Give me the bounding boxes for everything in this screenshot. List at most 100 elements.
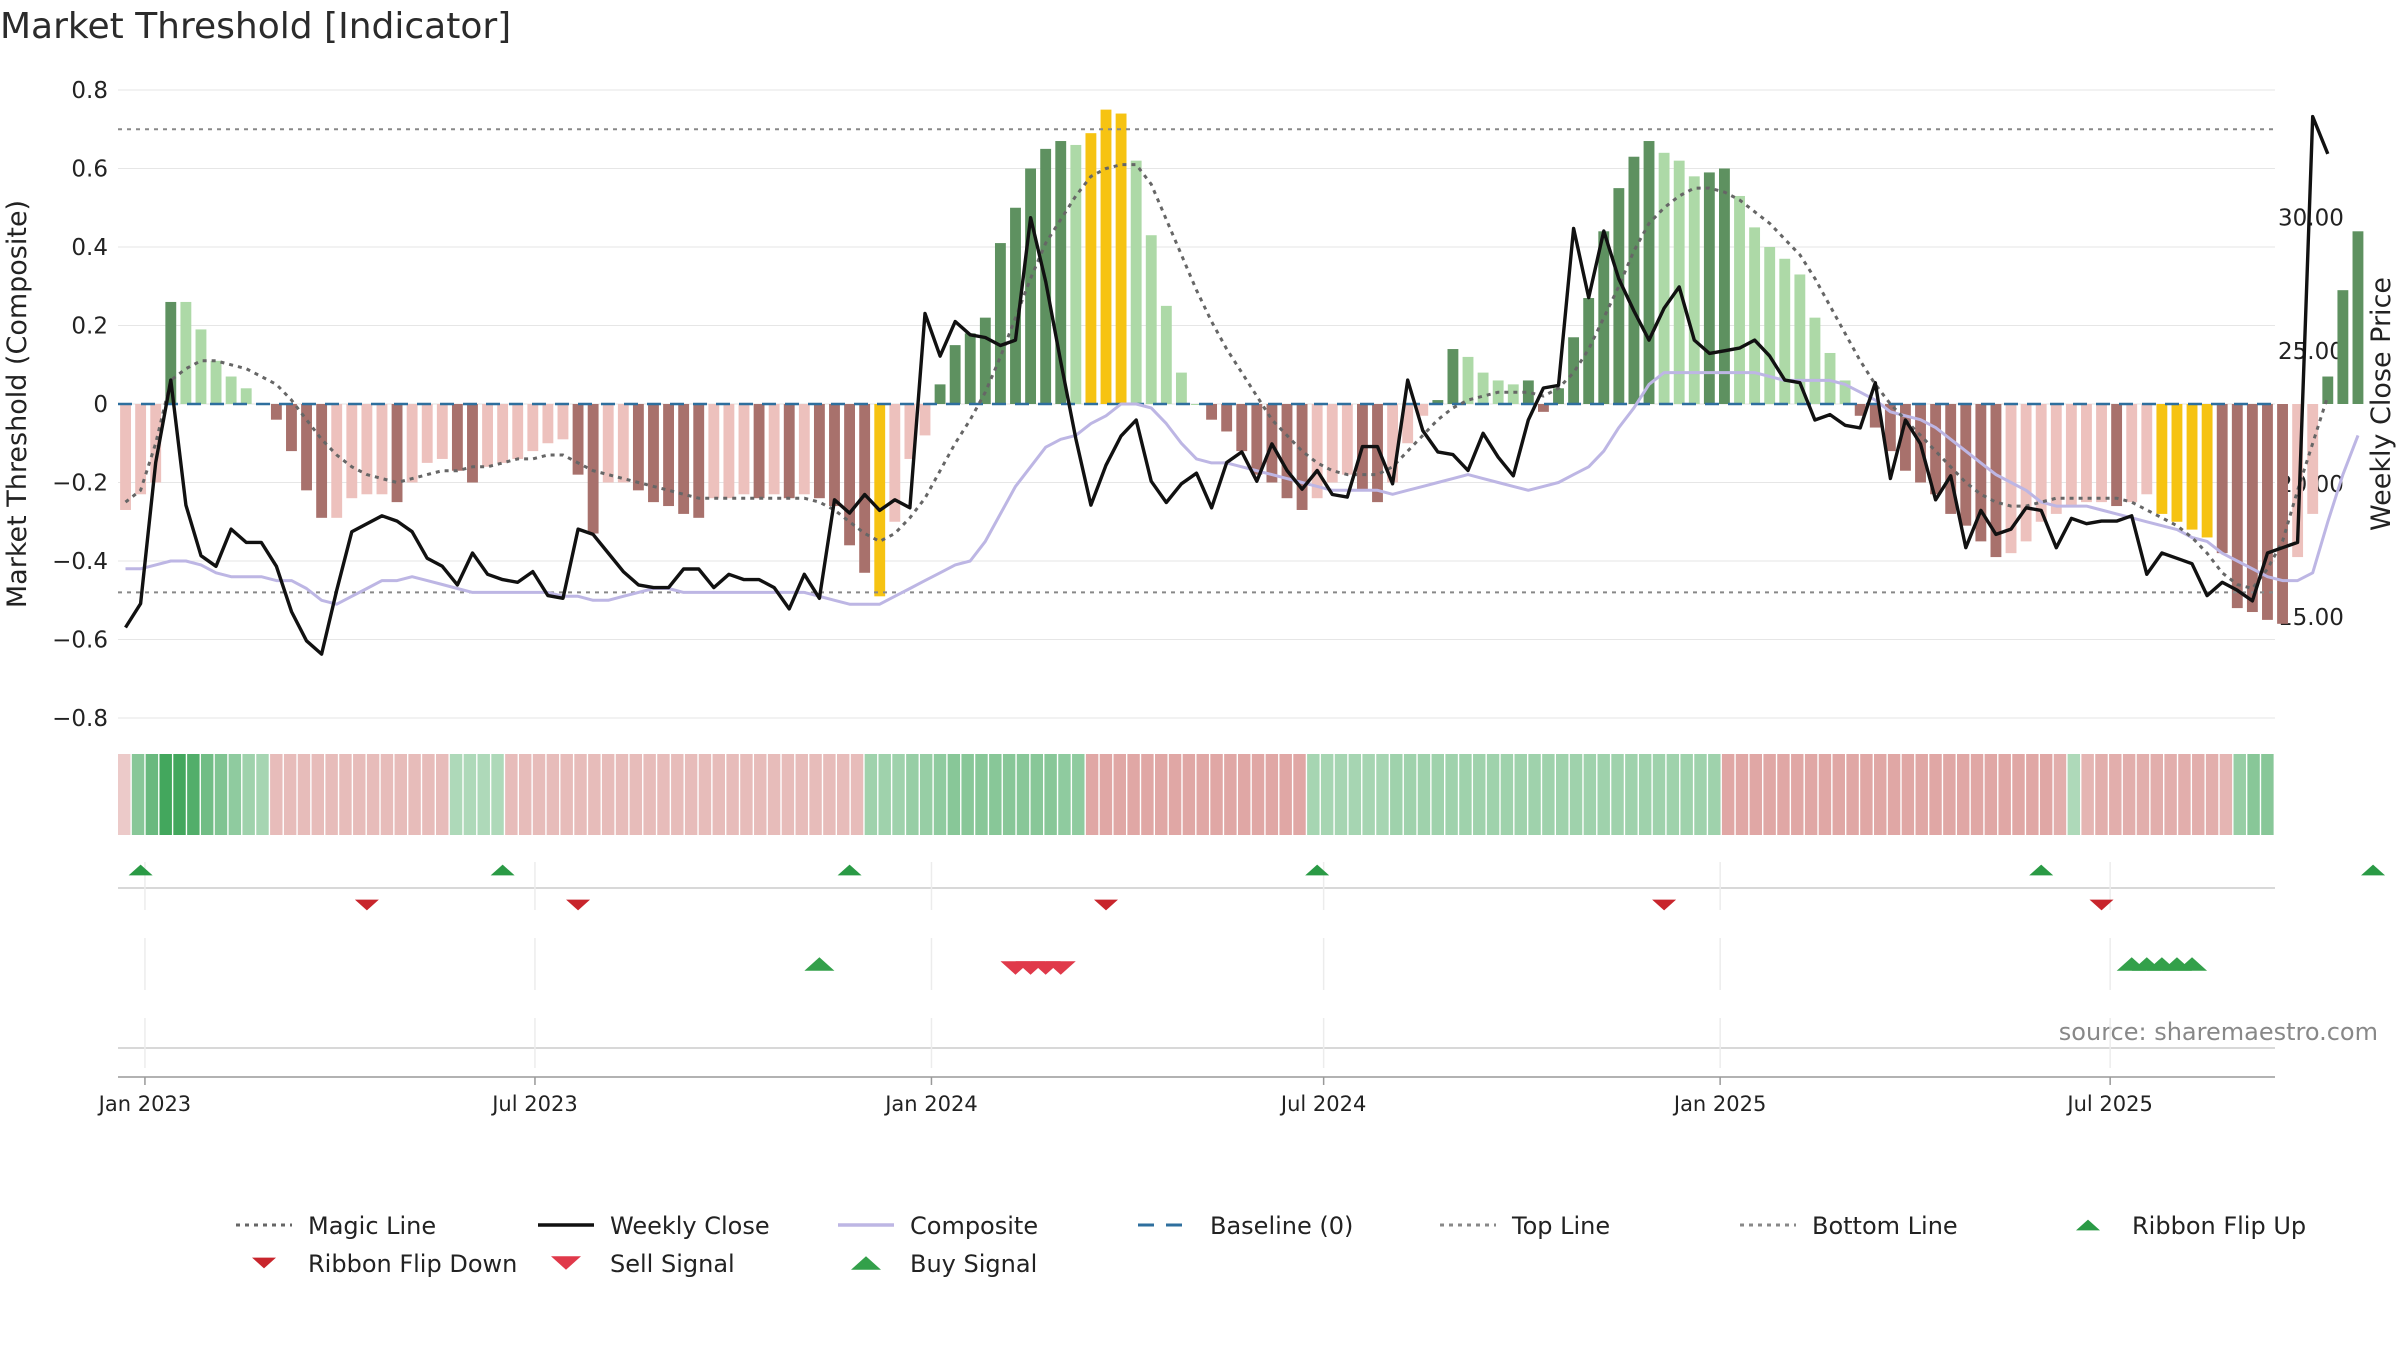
ribbon-cell xyxy=(353,754,366,835)
composite-bar xyxy=(1462,356,1474,404)
ribbon-cell xyxy=(1984,754,1998,835)
ribbon-cell xyxy=(947,754,961,835)
composite-bar xyxy=(602,404,614,483)
composite-bar xyxy=(1447,349,1459,404)
composite-bar xyxy=(1945,404,1957,514)
ribbon-cell xyxy=(1514,754,1527,835)
composite-bar xyxy=(1221,404,1233,432)
composite-bar xyxy=(180,301,192,404)
composite-bar xyxy=(1613,188,1625,404)
ribbon-cell xyxy=(629,754,643,835)
ribbon-cell xyxy=(2136,754,2150,835)
composite-bar xyxy=(316,404,328,518)
ribbon-cell xyxy=(366,754,380,835)
composite-bar xyxy=(1432,400,1444,404)
composite-bar xyxy=(2322,376,2334,404)
composite-bar xyxy=(1326,404,1338,483)
ribbon-cell xyxy=(118,754,131,835)
composite-bar xyxy=(421,404,433,463)
composite-bar xyxy=(572,404,584,475)
composite-bar xyxy=(376,404,388,495)
composite-bar xyxy=(1779,258,1791,404)
ribbon-flip-down-marker xyxy=(354,899,379,911)
composite-bar xyxy=(844,404,856,546)
composite-bar xyxy=(1175,372,1187,404)
y-left-tick-label: 0 xyxy=(93,392,108,418)
composite-bar xyxy=(1930,404,1942,495)
ribbon-cell xyxy=(1334,754,1348,835)
source-credit: source: sharemaestro.com xyxy=(2059,1018,2378,1046)
composite-bar xyxy=(753,404,765,499)
composite-bar xyxy=(1115,113,1127,405)
ribbon-cell xyxy=(1652,754,1666,835)
ribbon-cell xyxy=(477,754,490,835)
composite-bar xyxy=(1975,404,1987,542)
ribbon-cell xyxy=(823,754,836,835)
legend-swatch-sell-signal xyxy=(551,1256,581,1270)
composite-bar xyxy=(663,404,674,507)
composite-bar xyxy=(557,404,569,440)
composite-bar xyxy=(919,404,931,436)
ribbon-cell xyxy=(850,754,864,835)
ribbon-cell xyxy=(1307,754,1320,835)
magic-line xyxy=(124,163,2330,590)
ribbon-cell xyxy=(1500,754,1514,835)
composite-bar xyxy=(1206,404,1218,420)
ribbon-cell xyxy=(1016,754,1030,835)
ribbon-cell xyxy=(1072,754,1085,835)
ribbon-cell xyxy=(2053,754,2067,835)
ribbon-cell xyxy=(2164,754,2177,835)
ribbon-cell xyxy=(933,754,947,835)
ribbon-cell xyxy=(1832,754,1845,835)
composite-bar xyxy=(1402,404,1414,444)
ribbon-cell xyxy=(1874,754,1887,835)
composite-bar xyxy=(1658,152,1670,404)
composite-bar xyxy=(270,404,282,420)
ribbon-cell xyxy=(1569,754,1583,835)
legend-label-top-line: Top Line xyxy=(1511,1212,1610,1240)
ribbon-cell xyxy=(311,754,325,835)
composite-bar xyxy=(497,404,509,463)
ribbon-cell xyxy=(809,754,822,835)
ribbon-cell xyxy=(643,754,656,835)
composite-bar xyxy=(210,360,222,404)
composite-bar xyxy=(738,404,750,495)
composite-bar xyxy=(2035,404,2047,522)
composite-bar xyxy=(2186,404,2198,530)
buy-signal-marker xyxy=(2177,957,2208,971)
composite-bar xyxy=(1130,160,1142,404)
ribbon-cell xyxy=(657,754,670,835)
ribbon-cell xyxy=(1860,754,1873,835)
ribbon-cell xyxy=(214,754,228,835)
legend-marker xyxy=(551,1256,581,1270)
ribbon-cell xyxy=(2261,754,2274,835)
ribbon-cell xyxy=(1085,754,1099,835)
composite-bar xyxy=(1251,404,1263,475)
ribbon-cell xyxy=(2012,754,2025,835)
ribbon-cell xyxy=(2067,754,2081,835)
composite-bar xyxy=(1869,404,1881,428)
composite-bar xyxy=(1522,380,1534,404)
ribbon-cell xyxy=(1390,754,1403,835)
composite-bar xyxy=(648,404,659,503)
ribbon-cell xyxy=(1293,754,1306,835)
composite-bar xyxy=(1372,404,1383,503)
ribbon-cell xyxy=(1155,754,1168,835)
legend: Magic Line Weekly Close Composite Baseline … xyxy=(236,1212,2306,1278)
composite-bar xyxy=(1341,404,1353,475)
x-tick-label: Jul 2025 xyxy=(2065,1092,2152,1116)
composite-bar xyxy=(1025,168,1037,404)
ribbon-cell xyxy=(449,754,463,835)
composite-bar xyxy=(994,243,1006,404)
y-left-tick-label: −0.8 xyxy=(52,706,108,732)
ribbon-cell xyxy=(989,754,1002,835)
ribbon-cell xyxy=(1804,754,1818,835)
composite-bar xyxy=(1809,317,1821,404)
ribbon-cell xyxy=(906,754,919,835)
composite-bar xyxy=(1734,195,1745,404)
ribbon-cell xyxy=(283,754,297,835)
composite-bar xyxy=(798,404,810,495)
ribbon-flip-down-marker xyxy=(566,899,591,911)
ribbon-cell xyxy=(601,754,615,835)
